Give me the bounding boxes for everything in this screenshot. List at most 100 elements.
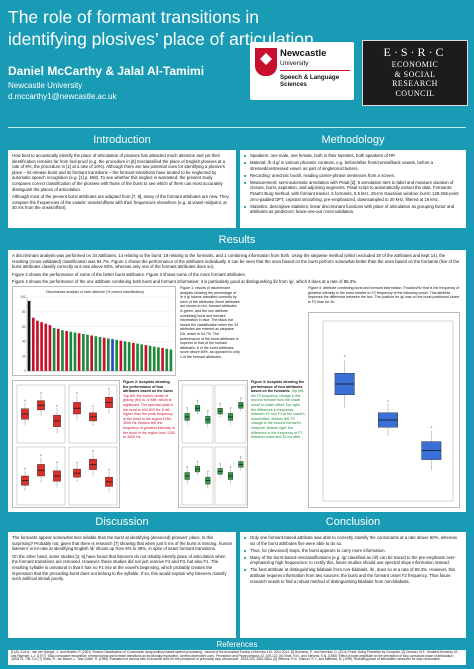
conclusion-panel: Only one formant-based attribute was abl… xyxy=(240,532,466,638)
figure-1-bar xyxy=(44,323,48,371)
discussion-heading: Discussion xyxy=(95,516,149,528)
figure-1-bar xyxy=(123,341,127,371)
figure-2-caption-title: Figure 2: boxplots showing the performan… xyxy=(123,380,174,394)
discussion-paragraph-2: On the other hand, some studies [3, 6] h… xyxy=(12,553,227,582)
figure-1-bar xyxy=(81,334,85,371)
figure-1-bar xyxy=(119,340,123,371)
figure-2-caption-body: Top left: the burst's centre of gravity … xyxy=(123,393,175,440)
figure-1-bar xyxy=(52,328,56,371)
boxplot-outlier xyxy=(92,405,94,408)
header-divider xyxy=(8,127,466,128)
figure-1-bar xyxy=(56,328,60,371)
figure-1-ytick-label: 60 xyxy=(22,325,26,329)
figure-1-bar xyxy=(157,347,160,371)
figure-1-bar xyxy=(102,337,106,371)
boxplot-outlier xyxy=(196,399,199,402)
figure-1-bar xyxy=(144,345,148,371)
introduction-paragraph-1: How best to acoustically identify the pl… xyxy=(12,153,226,192)
figure-1-ytick-label: 40 xyxy=(22,340,26,344)
poster-affiliation: Newcastle University xyxy=(8,81,83,90)
newcastle-logo-line1: Newcastle xyxy=(280,48,327,59)
boxplot-outlier xyxy=(219,402,221,405)
figure-4-caption: Figure 4: attribute combining burst and … xyxy=(308,286,460,304)
figure-1-ytick-label: 0 xyxy=(24,369,26,373)
newcastle-logo: Newcastle University Speech & Language S… xyxy=(250,42,354,100)
figure-1-bar xyxy=(94,336,98,371)
figure-1-bar xyxy=(65,331,68,371)
boxplot-outlier xyxy=(76,461,78,464)
figure-1-title: Discriminant analysis of each attribute … xyxy=(46,290,144,294)
figure-1-bar xyxy=(40,322,43,371)
results-paragraph-2: Figure 2 shows the performance of some o… xyxy=(12,271,246,277)
figure-2-svg xyxy=(16,384,118,506)
figure-1-bar xyxy=(140,344,144,371)
conclusion-item: The best attribute at distinguishing bil… xyxy=(244,567,462,584)
poster-title: The role of formant transitions in ident… xyxy=(8,7,314,49)
boxplot-outlier xyxy=(229,466,232,468)
conclusion-list: Only one formant-based attribute was abl… xyxy=(244,535,462,584)
boxplot-outlier xyxy=(430,426,433,428)
references-heading: References xyxy=(216,640,258,649)
methodology-item: Recording: anechoic booth, reading carri… xyxy=(244,173,462,179)
figure-1-bar xyxy=(127,342,131,371)
figure-2-caption: Figure 2: boxplots showing the performan… xyxy=(123,380,175,508)
figure-2-boxplots xyxy=(12,380,120,508)
references-panel: [1] Ali, A.M.A., Van der Spiegel, J., an… xyxy=(8,650,466,665)
figure-4-chart xyxy=(308,312,460,508)
figure-3-caption: Figure 3: boxplots showing the performan… xyxy=(251,380,305,508)
boxplot-outlier xyxy=(186,407,188,409)
boxplot-outlier xyxy=(24,399,26,402)
figure-3-svg xyxy=(181,384,247,506)
figure-3-caption-body: Top left: the F2 frequency change in the… xyxy=(251,389,305,440)
boxplot-outlier xyxy=(56,461,58,464)
conclusion-item: Thus, for (devoiced) stops, the burst ap… xyxy=(244,548,462,554)
figure-3-caption-title: Figure 3: boxplots showing the performan… xyxy=(251,380,305,394)
figure-1-bar xyxy=(169,349,173,371)
esrc-logo-line1: E·S·R·C xyxy=(383,45,447,59)
esrc-logo-line3: & SOCIAL xyxy=(394,69,436,79)
boxplot-outlier xyxy=(387,400,389,403)
results-heading: Results xyxy=(218,234,256,246)
conclusion-heading: Conclusion xyxy=(325,516,381,528)
figure-1-bar xyxy=(115,339,119,371)
figure-1-bar xyxy=(36,320,39,371)
methodology-panel: Speakers: one male, one female, both in … xyxy=(240,150,466,228)
boxplot-outlier xyxy=(92,450,94,452)
figure-4-svg xyxy=(322,320,454,502)
figure-1-bar xyxy=(165,348,169,371)
boxplot-outlier xyxy=(76,392,78,394)
figure-1-bar xyxy=(86,334,89,371)
poster-email: d.mccarthy1@newcastle.ac.uk xyxy=(8,92,117,101)
results-text: A discriminant analysis was performed on… xyxy=(12,253,462,287)
poster-header: The role of formant transitions in ident… xyxy=(0,0,474,128)
boxplot-outlier xyxy=(219,463,221,465)
introduction-heading: Introduction xyxy=(93,134,151,146)
figure-1-bar xyxy=(148,345,152,371)
boxplot-outlier xyxy=(40,454,42,456)
methodology-item: Material: /b d g/ in various phonetic co… xyxy=(244,160,462,171)
esrc-logo-line2: ECONOMIC xyxy=(391,60,439,69)
boxplot-outlier xyxy=(56,405,58,407)
figure-1-bar xyxy=(61,330,64,371)
newcastle-crest-icon xyxy=(255,48,277,76)
poster-authors: Daniel McCarthy & Jalal Al-Tamimi xyxy=(8,64,205,78)
results-paragraph-3: Figure 4 shows the performance of the on… xyxy=(12,279,358,285)
figure-1-bar xyxy=(77,333,81,371)
conclusion-item: Many of the burst-based misclassificatio… xyxy=(244,555,462,566)
boxplot-outlier xyxy=(229,407,232,409)
results-paragraph-1: A discriminant analysis was performed on… xyxy=(12,253,460,270)
boxplot-outlier xyxy=(40,392,42,394)
figure-1-ytick-label: 20 xyxy=(22,354,26,358)
figure-1-chart: Discriminant analysis of each attribute … xyxy=(12,286,176,376)
esrc-logo-line5: COUNCIL xyxy=(395,88,435,98)
newcastle-logo-divider xyxy=(280,70,350,71)
methodology-item: Statistics: descriptive statistics; line… xyxy=(244,204,462,215)
figure-1-ticks: 0 20 40 60 80 100 xyxy=(20,295,173,373)
figure-1-bar xyxy=(111,339,114,371)
figure-1-ytick-label: 80 xyxy=(22,310,26,314)
methodology-item: Speakers: one male, one female, both in … xyxy=(244,153,462,159)
boxplot-outlier xyxy=(196,460,199,463)
esrc-logo-line4: RESEARCH xyxy=(392,79,438,88)
figure-1-bar xyxy=(69,331,73,371)
boxplot-outlier xyxy=(343,355,346,357)
